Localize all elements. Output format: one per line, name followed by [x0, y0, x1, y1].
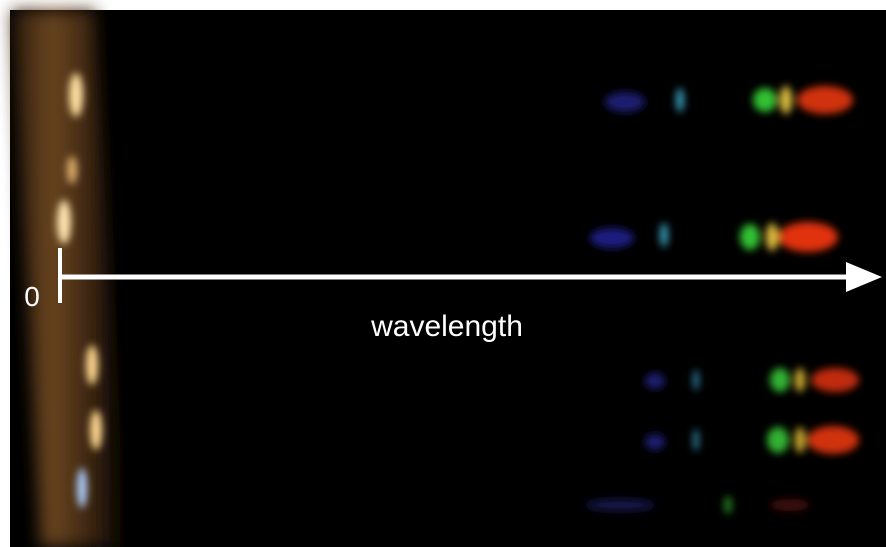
- axis-label: wavelength: [370, 310, 523, 343]
- origin-label: 0: [24, 281, 40, 312]
- page: {"annotations": {"origin_label": "0", "a…: [0, 0, 886, 547]
- spectrum-photo: 0 wavelength: [0, 0, 886, 547]
